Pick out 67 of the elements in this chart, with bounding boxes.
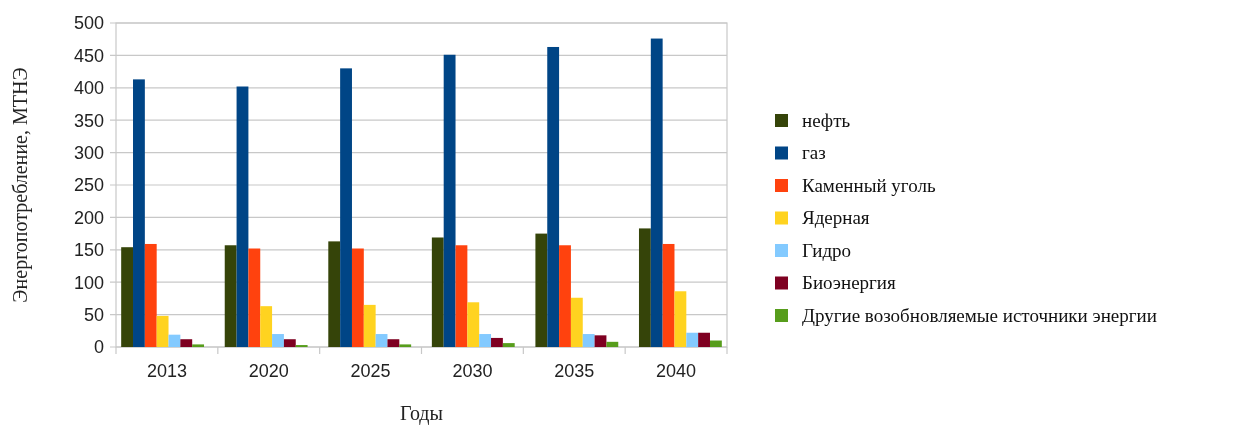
- bar: [686, 332, 699, 347]
- x-tick-label: 2025: [350, 361, 391, 381]
- bar: [180, 339, 193, 347]
- bar: [662, 243, 675, 347]
- bar: [606, 341, 619, 347]
- bar: [283, 339, 296, 347]
- x-tick-label: 2020: [248, 361, 289, 381]
- legend-label: Каменный уголь: [802, 174, 936, 196]
- y-tick-label: 450: [73, 45, 104, 66]
- bar: [559, 245, 571, 347]
- y-tick-label: 300: [73, 142, 104, 163]
- bar: [443, 54, 456, 347]
- x-tick-label: 2013: [146, 361, 187, 381]
- bar: [467, 302, 480, 347]
- bar: [340, 68, 352, 347]
- y-tick-label: 350: [73, 110, 104, 131]
- legend-label: Биоэнергия: [802, 272, 897, 294]
- bar: [399, 344, 412, 347]
- bar: [455, 245, 468, 347]
- bar: [224, 245, 237, 347]
- legend-label: Другие возобновляемые источники энергии: [802, 304, 1157, 326]
- bar: [248, 248, 261, 347]
- bar: [674, 291, 687, 347]
- bar: [535, 233, 548, 347]
- bar: [502, 343, 515, 347]
- bar: [375, 334, 388, 347]
- bar: [479, 334, 492, 347]
- bar: [547, 46, 560, 347]
- bar: [709, 340, 722, 347]
- bar: [272, 334, 284, 347]
- x-tick-label: 2040: [656, 361, 697, 381]
- y-axis-title: Энергопотребление, МТНЭ: [9, 67, 32, 303]
- y-tick-label: 250: [73, 175, 104, 196]
- bar: [328, 241, 341, 347]
- y-tick-label: 100: [73, 272, 104, 293]
- bar: [594, 335, 607, 347]
- x-tick-label: 2035: [554, 361, 595, 381]
- bar: [144, 243, 157, 347]
- bar: [570, 297, 583, 347]
- x-axis-title: Годы: [400, 402, 443, 425]
- bar: [638, 228, 651, 347]
- bar: [650, 38, 663, 347]
- legend-label: Гидро: [802, 239, 852, 261]
- x-tick-label: 2030: [452, 361, 493, 381]
- bar: [431, 237, 444, 347]
- bar: [260, 306, 273, 347]
- y-tick-label: 400: [73, 78, 104, 99]
- bar: [133, 79, 145, 347]
- y-tick-label: 50: [83, 304, 104, 325]
- bar: [236, 86, 249, 347]
- bar: [698, 332, 710, 347]
- bar: [363, 304, 376, 347]
- bar: [121, 247, 134, 347]
- y-tick-label: 500: [73, 13, 104, 34]
- bar: [351, 248, 364, 347]
- legend-label: нефть: [802, 109, 851, 131]
- y-tick-label: 150: [73, 240, 104, 261]
- legend-label: газ: [802, 142, 826, 164]
- bar: [387, 339, 400, 347]
- legend-label: Ядерная: [802, 207, 870, 229]
- y-tick-label: 200: [73, 207, 104, 228]
- bar: [156, 315, 169, 347]
- bar: [192, 344, 205, 347]
- bar: [582, 334, 595, 347]
- bar: [168, 334, 181, 347]
- y-tick-label: 0: [93, 337, 104, 358]
- bar: [491, 337, 503, 347]
